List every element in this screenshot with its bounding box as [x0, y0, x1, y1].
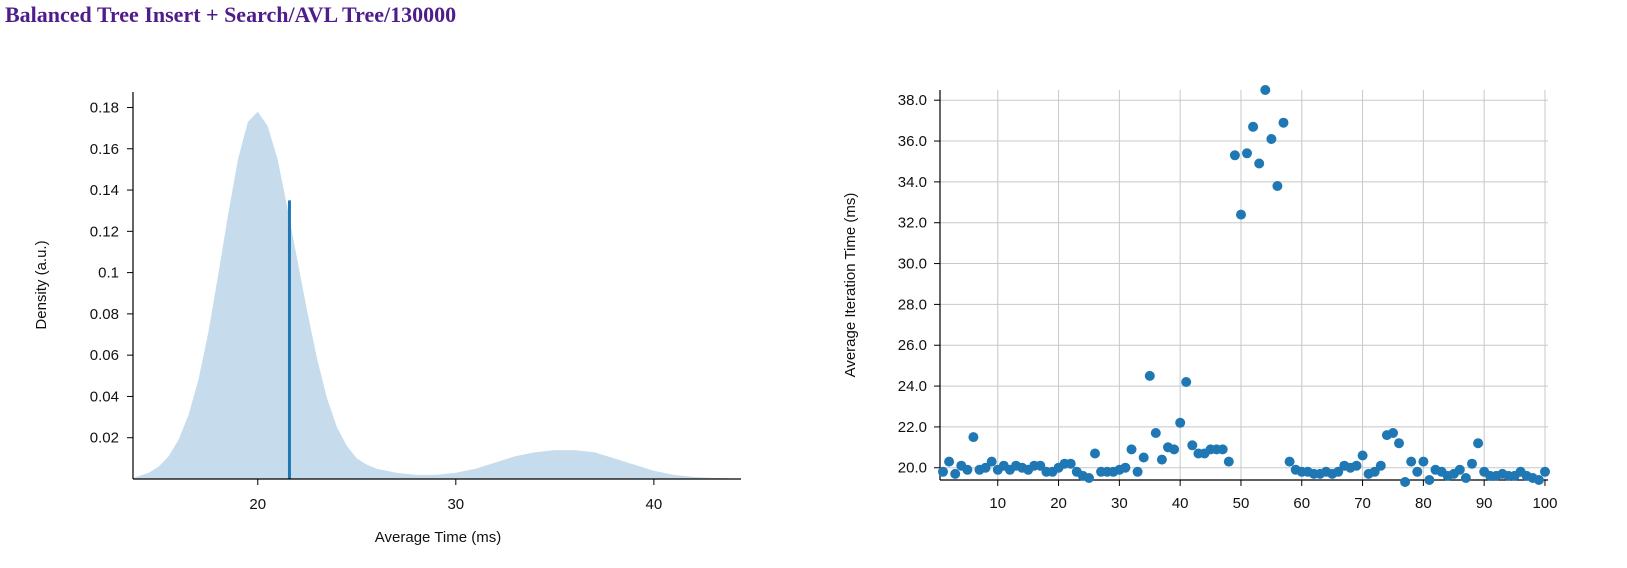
data-point — [1084, 473, 1094, 483]
scatter-points — [938, 85, 1550, 487]
data-point — [1248, 121, 1259, 132]
data-point — [968, 432, 979, 443]
data-point — [1533, 475, 1544, 485]
data-point — [1144, 370, 1155, 381]
y-tick-label: 32.0 — [898, 215, 927, 232]
y-tick-label: 30.0 — [898, 256, 927, 273]
data-point — [1284, 456, 1295, 467]
density-x-axis-title: Average Time (ms) — [375, 529, 501, 546]
data-point — [1272, 181, 1283, 191]
y-tick-label: 0.16 — [90, 141, 119, 158]
y-tick-label: 20.0 — [898, 460, 927, 477]
x-tick-label: 100 — [1532, 495, 1557, 512]
data-point — [1090, 448, 1100, 459]
data-point — [986, 456, 997, 467]
scatter-x-ticks: 10 20 30 40 50 60 70 80 90 100 — [989, 480, 1557, 512]
density-y-axis-title: Density (a.u.) — [33, 240, 50, 329]
data-point — [1266, 134, 1277, 144]
x-tick-label: 10 — [989, 495, 1006, 512]
data-point — [1150, 428, 1161, 438]
data-point — [1473, 438, 1484, 449]
data-point — [1333, 466, 1344, 477]
y-tick-label: 28.0 — [898, 296, 927, 313]
data-point — [1175, 417, 1186, 428]
data-point — [1132, 466, 1143, 477]
data-point — [962, 464, 973, 475]
y-tick-label: 26.0 — [898, 337, 927, 354]
scatter-grid — [940, 90, 1548, 480]
data-point — [1223, 456, 1234, 467]
x-tick-label: 30 — [1111, 495, 1128, 512]
data-point — [1187, 440, 1198, 451]
data-point — [1357, 450, 1368, 461]
x-tick-label: 20 — [1050, 495, 1067, 512]
y-tick-label: 22.0 — [898, 419, 927, 436]
data-point — [1035, 460, 1046, 471]
x-tick-label: 60 — [1293, 495, 1310, 512]
data-point — [1236, 209, 1246, 220]
data-point — [950, 468, 961, 479]
data-point — [1260, 85, 1271, 95]
data-point — [1156, 454, 1167, 465]
data-point — [1454, 464, 1465, 475]
data-point — [1375, 460, 1386, 471]
data-point — [1217, 444, 1228, 455]
density-chart: 0.02 0.04 0.06 0.08 0.1 0.12 0.14 0.16 0.18 20 30… — [33, 92, 741, 546]
data-point — [1169, 444, 1180, 455]
data-point — [980, 462, 991, 473]
y-tick-label: 0.02 — [90, 430, 119, 447]
page-title: Balanced Tree Insert + Search/AVL Tree/1… — [5, 2, 457, 27]
x-tick-label: 90 — [1476, 495, 1493, 512]
x-tick-label: 40 — [646, 496, 663, 513]
data-point — [1120, 462, 1131, 473]
data-point — [1229, 150, 1240, 161]
density-plot-area — [133, 111, 741, 479]
data-point — [938, 466, 948, 477]
x-tick-label: 70 — [1354, 495, 1371, 512]
data-point — [1460, 473, 1471, 483]
data-point — [1254, 158, 1265, 169]
scatter-chart: 20.0 22.0 24.0 26.0 28.0 30.0 32.0 34.0 36.0 38.0… — [842, 85, 1557, 512]
data-point — [1418, 456, 1429, 467]
data-point — [1065, 458, 1076, 469]
data-point — [1278, 117, 1289, 128]
scatter-y-axis-title: Average Iteration Time (ms) — [842, 193, 859, 378]
x-tick-label: 80 — [1415, 495, 1432, 512]
y-tick-label: 38.0 — [898, 92, 927, 109]
y-tick-label: 0.14 — [90, 182, 119, 199]
data-point — [1351, 460, 1362, 471]
data-point — [1138, 452, 1149, 463]
y-tick-label: 34.0 — [898, 174, 927, 191]
data-point — [1394, 438, 1404, 449]
density-area — [133, 111, 741, 479]
density-x-ticks: 20 30 40 — [249, 479, 662, 513]
y-tick-label: 24.0 — [898, 378, 927, 395]
data-point — [1406, 456, 1417, 467]
data-point — [1540, 466, 1550, 477]
x-tick-label: 20 — [249, 496, 266, 513]
data-point — [1126, 444, 1137, 455]
y-tick-label: 36.0 — [898, 133, 927, 150]
y-tick-label: 0.12 — [90, 223, 119, 240]
y-tick-label: 0.06 — [90, 347, 119, 364]
x-tick-label: 30 — [447, 496, 464, 513]
data-point — [1400, 477, 1411, 487]
data-point — [1181, 377, 1192, 387]
y-tick-label: 0.18 — [90, 99, 119, 116]
y-tick-label: 0.04 — [90, 388, 119, 405]
data-point — [1412, 466, 1423, 477]
data-point — [1388, 428, 1398, 438]
data-point — [944, 456, 955, 467]
data-point — [1424, 475, 1435, 485]
scatter-y-ticks: 20.0 22.0 24.0 26.0 28.0 30.0 32.0 34.0 36.0 38.0 — [898, 92, 940, 477]
x-tick-label: 50 — [1233, 495, 1250, 512]
y-tick-label: 0.08 — [90, 306, 119, 323]
data-point — [1369, 466, 1380, 477]
x-tick-label: 40 — [1172, 495, 1189, 512]
density-y-ticks: 0.02 0.04 0.06 0.08 0.1 0.12 0.14 0.16 0.18 — [90, 99, 133, 447]
data-point — [1242, 148, 1252, 159]
data-point — [1467, 458, 1477, 469]
y-tick-label: 0.1 — [98, 265, 119, 282]
